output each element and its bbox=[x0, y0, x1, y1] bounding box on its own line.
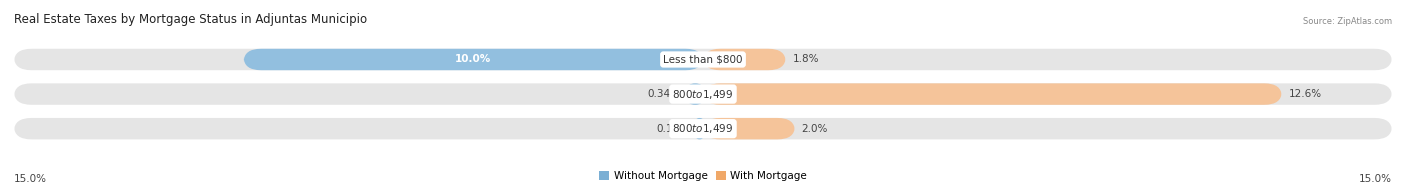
Text: $800 to $1,499: $800 to $1,499 bbox=[672, 88, 734, 101]
Text: Source: ZipAtlas.com: Source: ZipAtlas.com bbox=[1303, 17, 1392, 26]
FancyBboxPatch shape bbox=[243, 49, 703, 70]
FancyBboxPatch shape bbox=[14, 118, 1392, 139]
Text: 12.6%: 12.6% bbox=[1289, 89, 1322, 99]
Text: Less than $800: Less than $800 bbox=[664, 54, 742, 64]
FancyBboxPatch shape bbox=[703, 49, 786, 70]
FancyBboxPatch shape bbox=[14, 49, 1392, 70]
Text: 15.0%: 15.0% bbox=[1360, 174, 1392, 184]
Text: Real Estate Taxes by Mortgage Status in Adjuntas Municipio: Real Estate Taxes by Mortgage Status in … bbox=[14, 13, 367, 26]
Text: 0.15%: 0.15% bbox=[657, 124, 689, 134]
FancyBboxPatch shape bbox=[703, 118, 794, 139]
Text: 15.0%: 15.0% bbox=[14, 174, 46, 184]
FancyBboxPatch shape bbox=[703, 83, 1282, 105]
Text: 10.0%: 10.0% bbox=[456, 54, 492, 64]
Text: 1.8%: 1.8% bbox=[793, 54, 820, 64]
FancyBboxPatch shape bbox=[696, 118, 703, 139]
FancyBboxPatch shape bbox=[14, 83, 1392, 105]
Text: 2.0%: 2.0% bbox=[801, 124, 828, 134]
Text: 0.34%: 0.34% bbox=[648, 89, 681, 99]
Text: $800 to $1,499: $800 to $1,499 bbox=[672, 122, 734, 135]
FancyBboxPatch shape bbox=[688, 83, 703, 105]
Legend: Without Mortgage, With Mortgage: Without Mortgage, With Mortgage bbox=[595, 167, 811, 185]
